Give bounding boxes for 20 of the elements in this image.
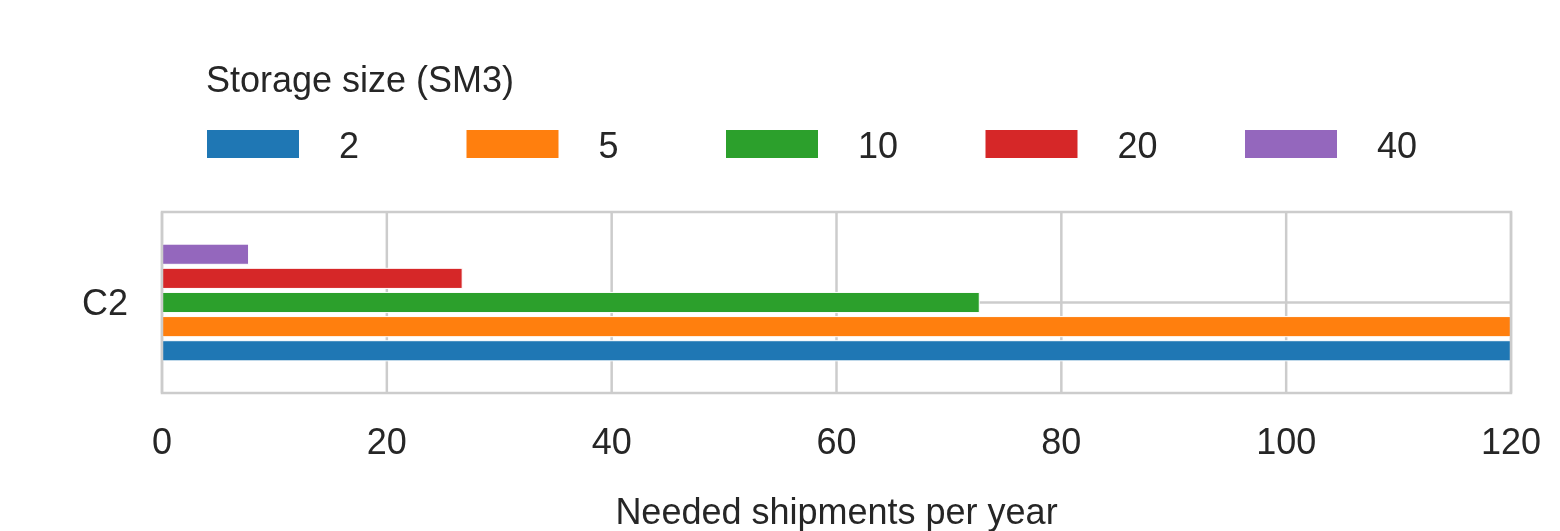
- legend-label: 10: [858, 125, 899, 166]
- bar: [161, 243, 250, 265]
- y-tick-label: C2: [81, 281, 128, 323]
- x-tick-label: 80: [1041, 421, 1082, 462]
- x-tick-label: 100: [1256, 421, 1317, 462]
- legend-label: 40: [1377, 125, 1418, 166]
- bar: [161, 340, 1512, 362]
- x-axis-title: Needed shipments per year: [615, 491, 1058, 531]
- legend-title: Storage size (SM3): [206, 59, 515, 100]
- x-tick-label: 60: [816, 421, 857, 462]
- x-tick-label: 0: [151, 421, 173, 462]
- bar: [161, 316, 1512, 338]
- legend-label: 5: [598, 125, 619, 166]
- x-tick-label: 20: [366, 421, 407, 462]
- x-tick-label: 120: [1480, 421, 1542, 462]
- legend-label: 2: [339, 125, 360, 166]
- bar: [161, 291, 980, 314]
- bar: [161, 267, 463, 289]
- legend-label: 20: [1117, 125, 1158, 166]
- x-tick-label: 40: [591, 421, 632, 462]
